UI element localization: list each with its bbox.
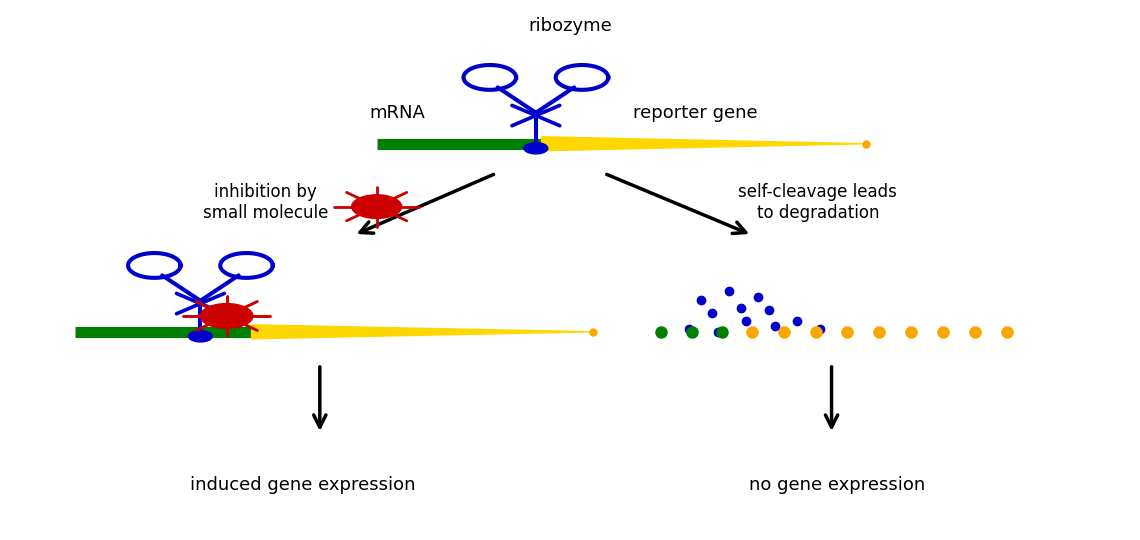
Circle shape (201, 303, 253, 328)
Circle shape (188, 330, 212, 342)
Text: inhibition by
small molecule: inhibition by small molecule (203, 184, 328, 222)
Text: ribozyme: ribozyme (528, 17, 612, 35)
Polygon shape (542, 137, 865, 151)
Polygon shape (252, 325, 593, 339)
Text: no gene expression: no gene expression (749, 476, 926, 494)
Circle shape (524, 143, 548, 154)
Circle shape (351, 195, 401, 218)
Text: mRNA: mRNA (369, 104, 425, 122)
Text: reporter gene: reporter gene (633, 104, 757, 122)
Text: self-cleavage leads
to degradation: self-cleavage leads to degradation (739, 184, 897, 222)
Text: induced gene expression: induced gene expression (190, 476, 415, 494)
